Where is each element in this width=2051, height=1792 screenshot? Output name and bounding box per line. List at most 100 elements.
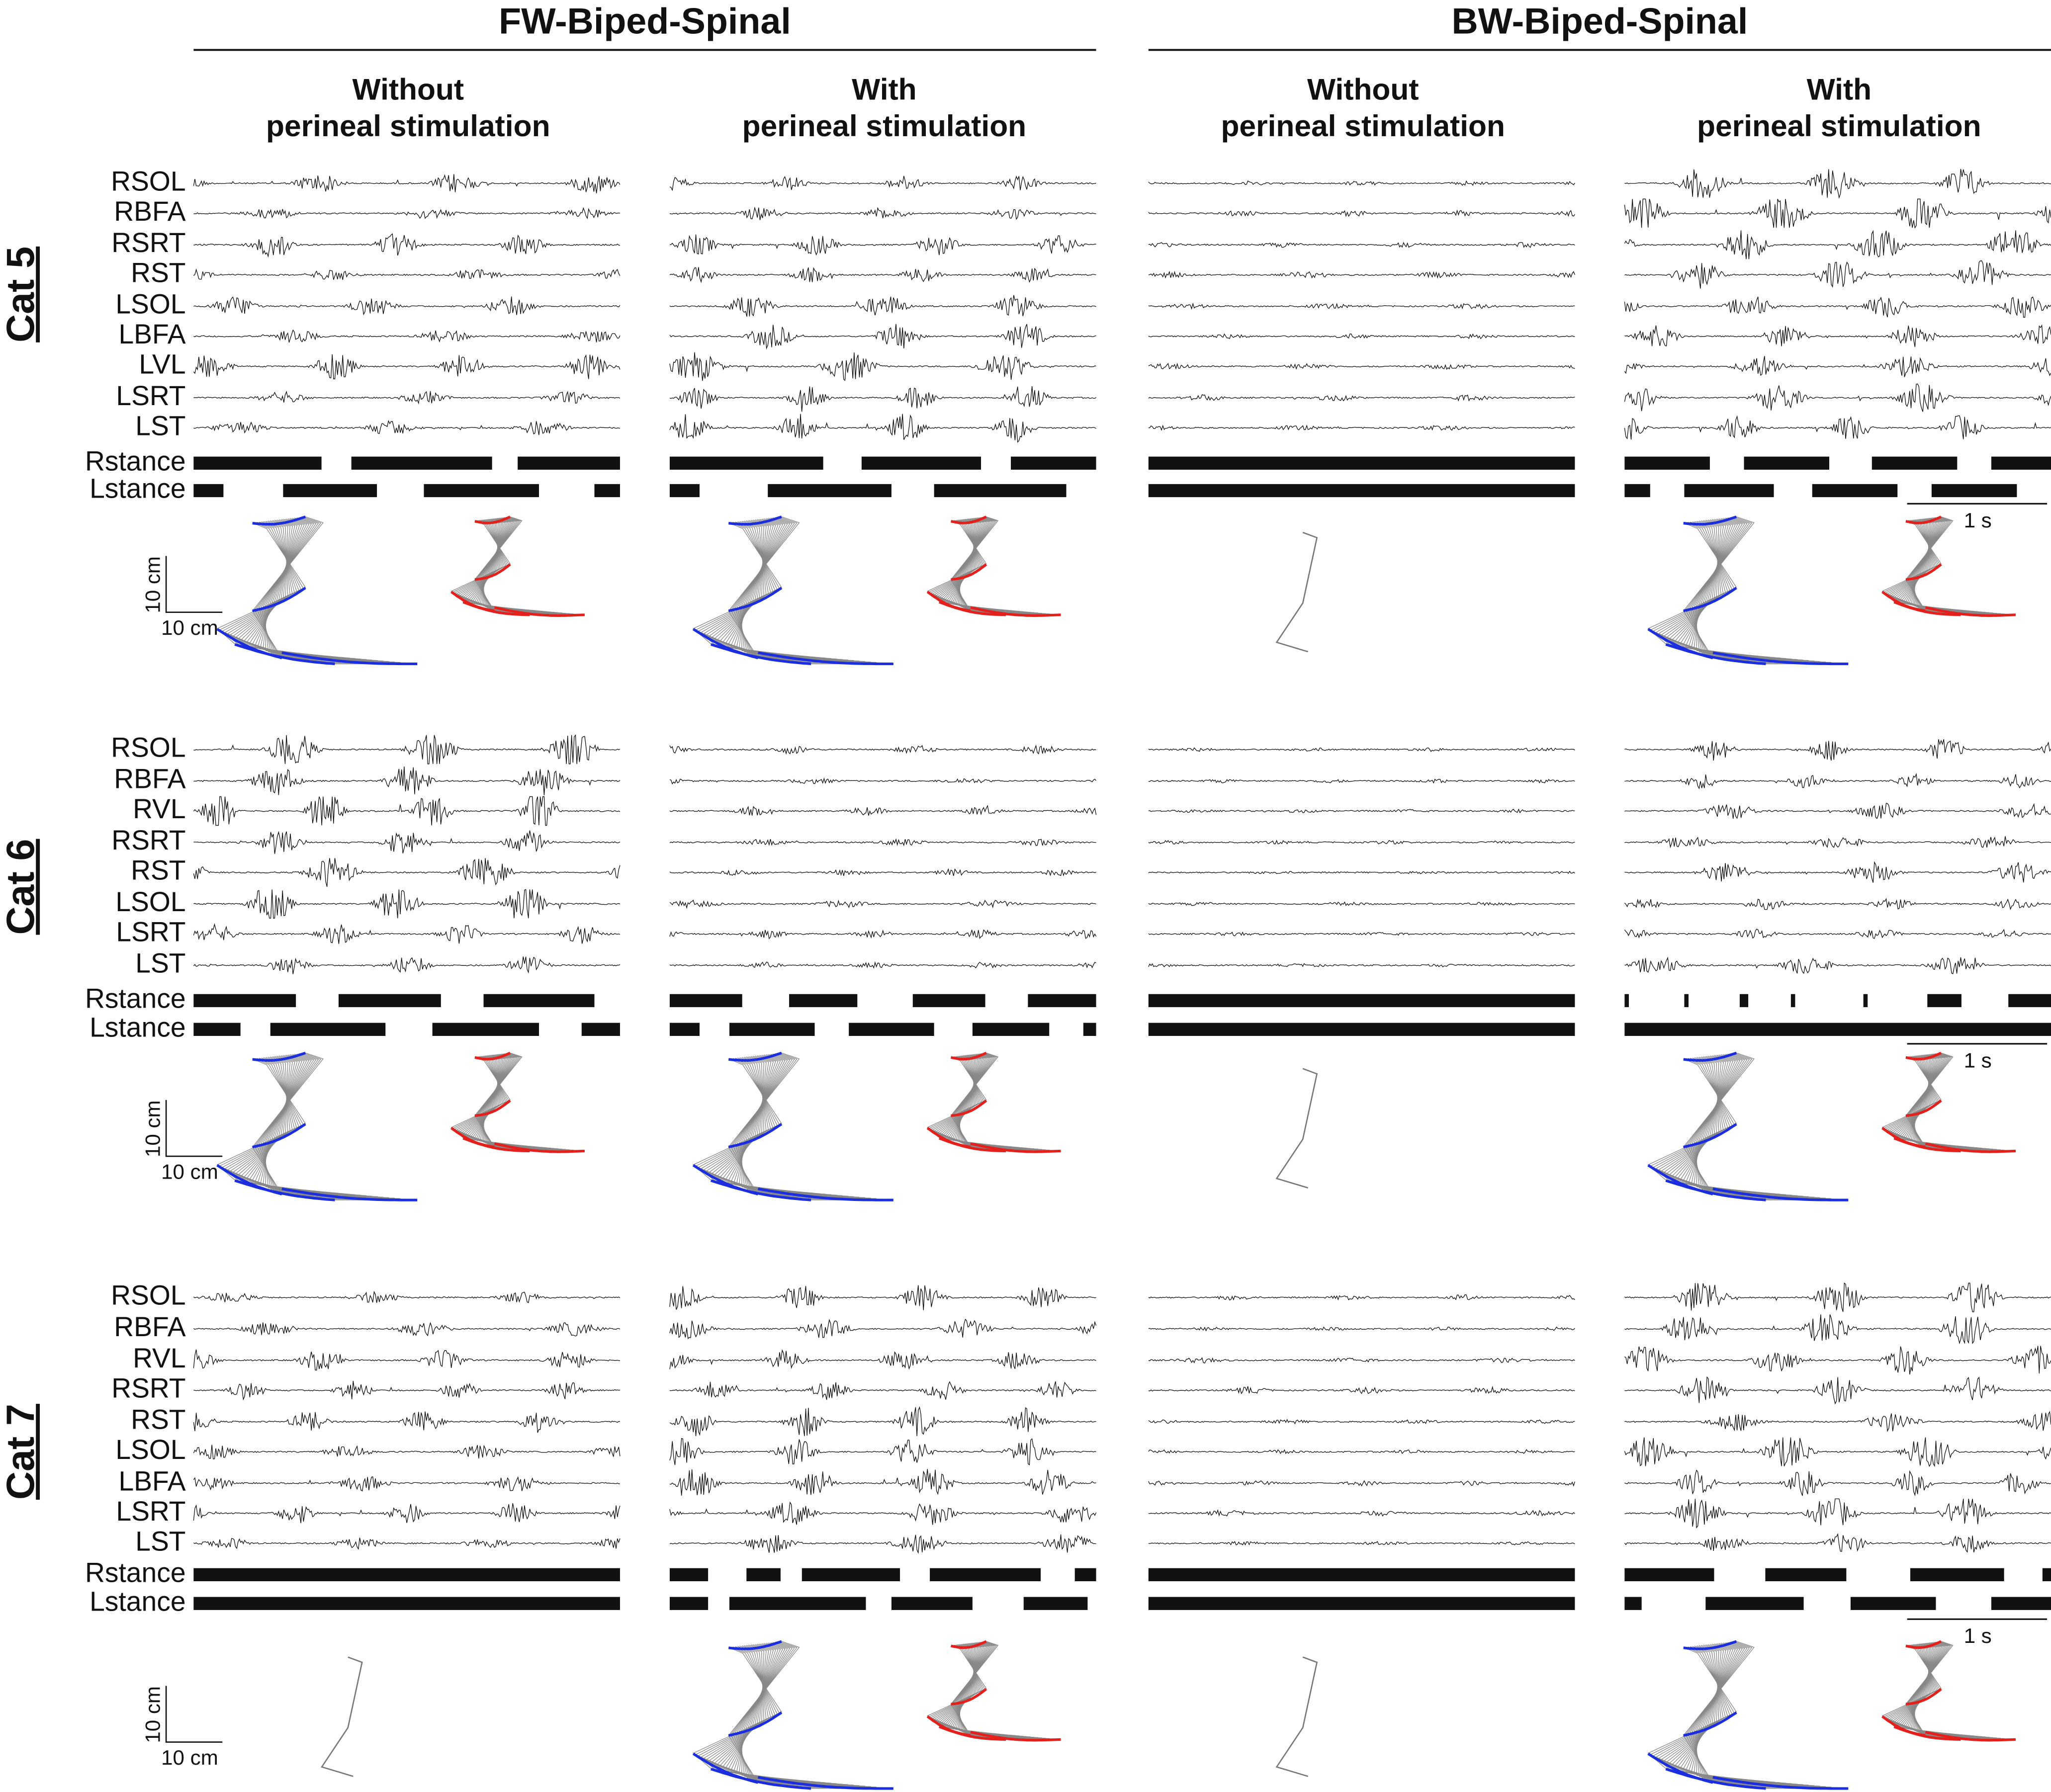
condition-title: perineal stimulation — [1697, 109, 1981, 143]
stance-label: Lstance — [89, 1586, 185, 1617]
stance-bar — [581, 1023, 620, 1036]
emg-trace — [669, 175, 1096, 191]
emg-trace — [1148, 362, 1575, 370]
stick-figure — [716, 1056, 809, 1194]
joint-trajectory — [1925, 1142, 2016, 1153]
emg-trace — [193, 233, 621, 258]
muscle-label: LBFA — [118, 1465, 185, 1496]
emg-trace — [669, 1501, 1097, 1525]
emg-trace — [669, 838, 1096, 847]
group-title: FW-Biped-Spinal — [499, 0, 791, 41]
emg-trace — [1148, 333, 1575, 340]
muscle-label: RST — [131, 1404, 185, 1435]
joint-trajectory — [951, 1099, 987, 1117]
stick-figure — [1650, 522, 1735, 653]
muscle-label: RSRT — [111, 825, 185, 855]
stance-bar — [1011, 456, 1096, 470]
joint-trajectory — [950, 515, 987, 524]
stance-bar — [1148, 1023, 1575, 1036]
joint-trajectory — [1665, 1179, 1766, 1201]
joint-trajectory — [234, 643, 335, 666]
emg-trace — [1624, 861, 2051, 883]
joint-trajectory — [728, 1123, 783, 1149]
stick-figure — [1275, 1656, 1318, 1777]
stance-bar — [669, 484, 700, 498]
joint-trajectory — [1905, 1688, 1942, 1706]
stick-figure — [1275, 531, 1318, 653]
stance-bar — [1624, 456, 1710, 470]
stance-bar — [2008, 994, 2051, 1008]
stance-bar — [193, 1597, 620, 1610]
joint-trajectory — [1712, 1776, 1849, 1790]
emg-trace — [669, 352, 1096, 381]
emg-trace — [669, 1469, 1096, 1496]
stick-figure — [1647, 1058, 1737, 1189]
stick-figure — [219, 1058, 304, 1190]
joint-trajectory — [728, 515, 782, 526]
stick-figure — [1672, 1644, 1764, 1782]
stick-figure — [219, 522, 304, 653]
stick-figure — [216, 1058, 306, 1189]
joint-trajectory — [1665, 1768, 1766, 1790]
muscle-label: RBFA — [114, 1311, 185, 1342]
joint-trajectory — [1893, 1725, 1961, 1741]
joint-trajectory — [494, 606, 585, 617]
emg-trace — [1148, 901, 1575, 906]
emg-trace — [1624, 1498, 2051, 1529]
emg-trace — [1624, 198, 2051, 229]
stick-figure — [216, 522, 306, 653]
joint-trajectory — [1683, 1640, 1737, 1650]
stick-figure — [1696, 1054, 1815, 1197]
muscle-label: LSOL — [115, 1434, 185, 1465]
stick-figure — [1690, 517, 1832, 663]
condition-title: With — [1807, 73, 1872, 106]
stance-bar — [891, 1597, 973, 1610]
emg-trace — [669, 1438, 1096, 1466]
stance-bar — [669, 456, 823, 470]
stick-figure — [943, 1055, 1005, 1147]
muscle-label: RVL — [133, 1343, 185, 1373]
emg-trace — [669, 234, 1096, 256]
stick-figure — [693, 522, 782, 653]
emg-trace — [1148, 747, 1575, 752]
joint-trajectory — [474, 563, 511, 581]
joint-trajectory — [938, 600, 1006, 616]
emg-trace — [1148, 1326, 1575, 1332]
emg-trace — [193, 174, 621, 193]
muscle-label: LSRT — [116, 1496, 185, 1527]
emg-trace — [193, 830, 621, 854]
emg-trace — [1624, 230, 2051, 259]
stance-bar — [1028, 994, 1096, 1008]
stance-bar — [729, 1023, 815, 1036]
emg-trace — [1624, 803, 2051, 819]
joint-trajectory — [711, 1768, 811, 1790]
muscle-label: RSRT — [111, 1373, 185, 1404]
stance-bar — [669, 994, 742, 1008]
emg-trace — [1148, 394, 1575, 402]
joint-trajectory — [462, 1137, 530, 1153]
emg-trace — [669, 414, 1096, 443]
joint-trajectory — [1905, 1099, 1942, 1117]
joint-trajectory — [234, 1179, 335, 1201]
cat-label: Cat 6 — [0, 839, 42, 935]
emg-trace — [193, 1380, 621, 1401]
stick-figure — [321, 1656, 363, 1777]
emg-trace — [193, 420, 621, 435]
stance-bar — [768, 484, 892, 498]
stance-bar — [1744, 456, 1830, 470]
emg-trace — [669, 206, 1096, 220]
stick-figure — [259, 517, 401, 663]
joint-trajectory — [711, 643, 811, 666]
muscle-label: LBFA — [118, 319, 185, 349]
stance-bar — [1023, 1597, 1088, 1610]
muscle-label: LST — [135, 1526, 185, 1556]
stance-bar — [972, 1023, 1050, 1036]
stance-label: Rstance — [85, 983, 186, 1014]
emg-trace — [193, 296, 621, 316]
time-scale-label: 1 s — [1964, 509, 1992, 532]
emg-trace — [1624, 1469, 2051, 1497]
emg-trace — [1624, 383, 2051, 412]
joint-trajectory — [252, 587, 306, 612]
joint-trajectory — [281, 1187, 418, 1201]
stance-label: Rstance — [85, 445, 186, 476]
